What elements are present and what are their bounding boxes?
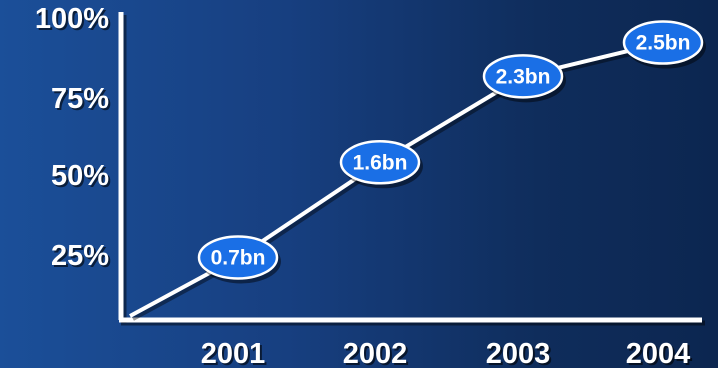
x-tick-label: 2004 [626,338,691,368]
y-tick-label: 75% [51,83,109,115]
data-point-marker [622,20,704,65]
data-label: 2.5bn [636,32,691,55]
data-point: 2.3bn [482,54,566,103]
data-point-marker [197,235,279,280]
x-tick-label: 2002 [343,338,408,368]
data-point: 2.5bn [622,20,706,69]
chart-axes [118,12,705,326]
data-label: 1.6bn [353,151,408,174]
data-point-marker [482,54,564,99]
x-tick-label-shadow: 2003 [488,340,553,368]
y-tick-label-shadow: 75% [53,85,111,117]
y-axis-tick-labels: 25%25%50%50%75%75%100%100% [35,3,111,274]
y-tick-label: 100% [35,3,109,35]
x-tick-label: 2001 [201,338,266,368]
x-tick-label-shadow: 2001 [203,340,268,368]
y-tick-label-shadow: 100% [37,5,111,37]
y-tick-label-shadow: 25% [53,242,111,274]
data-point-marker [339,140,421,185]
x-tick-label: 2003 [486,338,551,368]
x-tick-label-shadow: 2002 [345,340,410,368]
data-label: 2.3bn [496,65,551,88]
y-tick-label-shadow: 50% [53,162,111,194]
data-label: 0.7bn [211,246,266,269]
chart-data-points: 0.7bn 1.6bn 2.3bn 2.5bn [197,20,706,284]
data-point: 1.6bn [339,140,423,189]
y-tick-label: 50% [51,160,109,192]
x-tick-label-shadow: 2004 [628,340,693,368]
data-point: 0.7bn [197,235,281,284]
y-tick-label: 25% [51,240,109,272]
